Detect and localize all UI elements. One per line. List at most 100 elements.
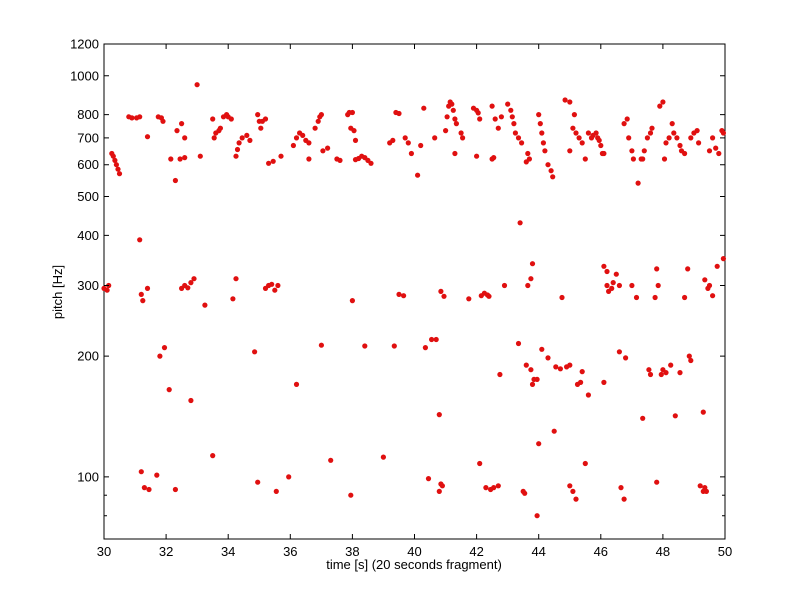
data-point bbox=[233, 153, 239, 159]
data-point bbox=[512, 130, 519, 136]
data-point bbox=[663, 140, 669, 146]
data-point bbox=[486, 293, 492, 299]
data-point bbox=[657, 103, 663, 109]
data-point bbox=[579, 140, 585, 146]
data-point bbox=[522, 490, 528, 496]
data-point bbox=[255, 112, 261, 118]
data-point bbox=[669, 121, 675, 127]
data-point bbox=[652, 294, 658, 301]
data-point bbox=[228, 116, 234, 122]
data-point bbox=[623, 355, 629, 361]
data-point bbox=[672, 413, 678, 419]
data-point bbox=[498, 114, 504, 120]
data-point bbox=[160, 118, 166, 124]
data-point bbox=[536, 112, 542, 118]
data-point bbox=[573, 496, 579, 502]
data-point bbox=[505, 101, 511, 107]
data-point bbox=[300, 132, 306, 138]
data-point bbox=[236, 140, 242, 146]
y-tick-label: 600 bbox=[77, 157, 99, 172]
data-point bbox=[293, 135, 300, 141]
data-point bbox=[542, 148, 548, 154]
data-point bbox=[172, 486, 178, 493]
data-point bbox=[629, 148, 635, 154]
data-point bbox=[688, 357, 694, 364]
data-point bbox=[567, 148, 573, 154]
data-point bbox=[674, 135, 680, 141]
data-point bbox=[601, 150, 607, 157]
data-point bbox=[523, 159, 529, 165]
data-point bbox=[138, 291, 144, 297]
data-point bbox=[551, 428, 557, 434]
data-point bbox=[179, 121, 185, 127]
data-point bbox=[654, 266, 660, 272]
x-tick-label: 32 bbox=[159, 544, 173, 559]
data-point bbox=[112, 157, 118, 163]
data-point bbox=[649, 125, 655, 131]
data-point bbox=[582, 460, 588, 467]
y-tick-label: 500 bbox=[77, 189, 99, 204]
y-tick-label: 800 bbox=[77, 107, 99, 122]
data-point bbox=[137, 237, 143, 243]
data-point bbox=[661, 156, 668, 162]
data-point bbox=[449, 101, 455, 107]
data-points bbox=[101, 82, 727, 519]
data-point bbox=[629, 282, 635, 289]
data-point bbox=[501, 282, 508, 289]
data-point bbox=[320, 148, 326, 154]
data-point bbox=[140, 298, 146, 304]
data-point bbox=[647, 130, 654, 136]
data-point bbox=[188, 280, 194, 286]
data-point bbox=[272, 287, 278, 293]
x-tick-label: 38 bbox=[345, 544, 359, 559]
data-point bbox=[391, 343, 397, 349]
data-point bbox=[697, 483, 703, 489]
data-point bbox=[646, 367, 652, 373]
data-point bbox=[641, 148, 647, 154]
data-point bbox=[571, 112, 578, 118]
data-point bbox=[466, 296, 472, 302]
data-point bbox=[415, 172, 421, 178]
data-point bbox=[422, 345, 428, 351]
data-point bbox=[129, 115, 135, 121]
data-point bbox=[402, 135, 408, 141]
data-point bbox=[706, 148, 713, 154]
data-point bbox=[425, 476, 432, 482]
data-point bbox=[495, 125, 501, 131]
data-point bbox=[191, 276, 197, 282]
data-point bbox=[137, 114, 143, 120]
data-point bbox=[315, 118, 321, 124]
data-point bbox=[396, 110, 402, 117]
data-point bbox=[714, 263, 720, 269]
data-point bbox=[511, 121, 517, 127]
x-axis-label: time [s] (20 seconds fragment) bbox=[326, 557, 502, 572]
data-point bbox=[491, 155, 497, 161]
data-point bbox=[545, 355, 551, 361]
data-point bbox=[528, 276, 534, 282]
data-point bbox=[663, 370, 669, 376]
data-point bbox=[182, 135, 188, 141]
data-point bbox=[528, 367, 534, 373]
data-point bbox=[601, 263, 607, 269]
data-point bbox=[266, 160, 272, 166]
data-point bbox=[306, 140, 312, 146]
data-point bbox=[255, 479, 261, 485]
data-point bbox=[174, 128, 180, 134]
data-point bbox=[197, 153, 203, 159]
data-point bbox=[529, 261, 536, 267]
data-point bbox=[694, 128, 700, 134]
data-point bbox=[166, 387, 172, 393]
data-point bbox=[460, 135, 466, 141]
data-point bbox=[700, 409, 706, 415]
data-point bbox=[450, 107, 456, 113]
data-point bbox=[626, 135, 632, 141]
data-point bbox=[157, 353, 163, 359]
data-point bbox=[408, 150, 414, 157]
data-point bbox=[570, 125, 576, 131]
data-point bbox=[405, 140, 411, 146]
data-point bbox=[262, 116, 269, 122]
data-point bbox=[443, 128, 449, 134]
data-point bbox=[713, 145, 719, 151]
data-point bbox=[273, 488, 279, 494]
data-point bbox=[539, 346, 545, 352]
